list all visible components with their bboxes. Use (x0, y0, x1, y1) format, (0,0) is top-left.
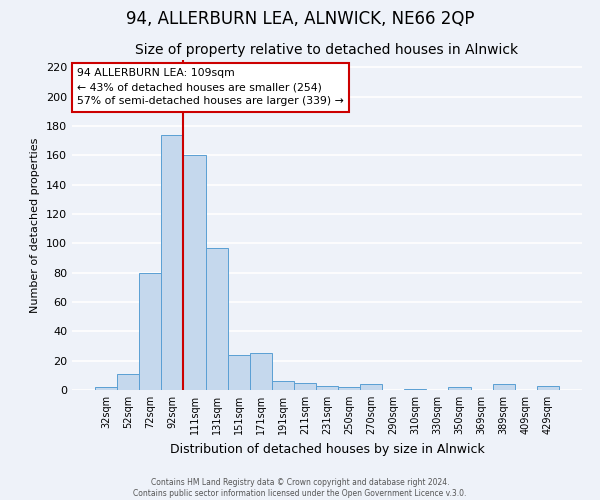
X-axis label: Distribution of detached houses by size in Alnwick: Distribution of detached houses by size … (170, 442, 484, 456)
Bar (250, 354, 272, 390)
Bar (227, 355, 250, 390)
Bar (404, 388, 427, 390)
Bar (493, 384, 515, 390)
Bar (448, 387, 470, 390)
Bar (338, 387, 360, 390)
Y-axis label: Number of detached properties: Number of detached properties (31, 138, 40, 312)
Bar (360, 384, 382, 390)
Bar (95, 387, 117, 390)
Bar (139, 272, 161, 390)
Text: 94 ALLERBURN LEA: 109sqm
← 43% of detached houses are smaller (254)
57% of semi-: 94 ALLERBURN LEA: 109sqm ← 43% of detach… (77, 68, 344, 106)
Bar (294, 382, 316, 390)
Text: Contains HM Land Registry data © Crown copyright and database right 2024.
Contai: Contains HM Land Registry data © Crown c… (133, 478, 467, 498)
Text: 94, ALLERBURN LEA, ALNWICK, NE66 2QP: 94, ALLERBURN LEA, ALNWICK, NE66 2QP (126, 10, 474, 28)
Title: Size of property relative to detached houses in Alnwick: Size of property relative to detached ho… (136, 44, 518, 58)
Bar (316, 386, 338, 390)
Bar (206, 248, 227, 390)
Bar (272, 381, 294, 390)
Bar (161, 135, 184, 390)
Bar (537, 386, 559, 390)
Bar (184, 156, 206, 390)
Bar (117, 374, 139, 390)
